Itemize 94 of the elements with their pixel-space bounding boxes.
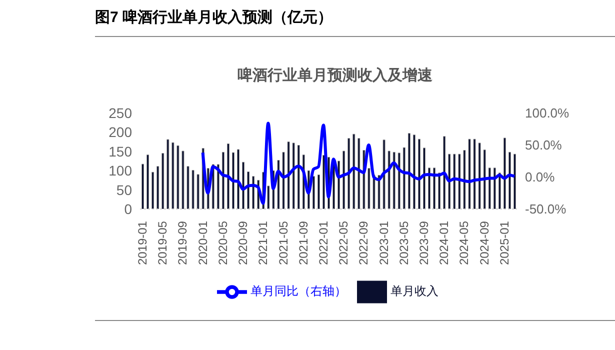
bar: [483, 150, 486, 209]
bar: [453, 154, 456, 209]
y-tick-label: 200: [108, 124, 132, 140]
bar: [443, 136, 446, 209]
y-tick-label: 250: [108, 104, 132, 121]
y2-tick-label: -50.0%: [525, 202, 567, 217]
legend-label: 单月收入: [390, 284, 438, 298]
bar: [226, 143, 230, 209]
bar: [247, 172, 250, 209]
bar: [252, 176, 255, 209]
y2-tick-label: 100.0%: [525, 106, 570, 121]
bar: [192, 170, 194, 209]
bar: [352, 134, 356, 209]
x-tick-label: 2023-09: [417, 220, 432, 266]
bar: [508, 152, 511, 209]
bar: [216, 164, 220, 209]
line-series: [201, 122, 516, 205]
bar: [463, 150, 466, 209]
bar: [392, 152, 396, 209]
bar: [408, 133, 410, 209]
x-tick-label: 2021-05: [276, 220, 290, 266]
bar: [312, 176, 315, 209]
bar: [398, 152, 400, 209]
bar: [166, 139, 170, 209]
x-tick-label: 2024-05: [457, 220, 472, 266]
bar: [322, 154, 325, 209]
bar: [186, 166, 190, 209]
x-tick-label: 2023-05: [396, 220, 411, 266]
bar: [493, 168, 496, 209]
bar: [358, 138, 360, 209]
bar: [162, 153, 164, 209]
x-tick-label: 2019-05: [156, 220, 170, 266]
bar: [182, 150, 184, 209]
x-tick-label: 2022-01: [316, 220, 330, 266]
bar: [423, 148, 426, 209]
bar: [468, 138, 471, 209]
x-tick-label: 2021-09: [296, 220, 310, 266]
x-tick-label: 2024-09: [477, 220, 492, 266]
y2-tick-label: 50.0%: [525, 138, 562, 153]
bar: [498, 172, 501, 209]
x-tick-label: 2021-01: [256, 220, 270, 266]
legend-label: 单月同比（右轴）: [250, 284, 346, 298]
bar: [382, 140, 386, 209]
x-tick-label: 2025-01: [497, 220, 512, 266]
bar: [146, 154, 150, 209]
bar: [152, 172, 154, 209]
y-tick-label: 150: [108, 143, 132, 160]
bar: [232, 152, 234, 209]
bar: [242, 162, 245, 209]
y2-tick-label: 0.0%: [525, 170, 556, 185]
bar: [433, 168, 436, 209]
bar: [402, 147, 406, 209]
y-tick-label: 50: [116, 182, 132, 198]
x-tick-label: 2023-01: [376, 220, 391, 266]
bar: [412, 134, 416, 209]
bar: [196, 174, 200, 209]
bar: [368, 168, 370, 209]
bar: [267, 186, 270, 209]
bar: [473, 138, 476, 209]
bar: [458, 154, 461, 209]
bar: [503, 138, 506, 209]
bar: [287, 142, 290, 209]
bar: [282, 152, 285, 209]
bar: [292, 142, 295, 209]
bar: [478, 142, 481, 209]
chart-subtitle: 啤酒行业单月预测收入及增速: [236, 66, 434, 85]
bar: [438, 172, 441, 209]
bar: [428, 168, 431, 209]
bar: [488, 168, 491, 209]
x-tick-label: 2022-05: [336, 220, 351, 266]
bar: [156, 166, 160, 209]
bar: [297, 145, 300, 209]
x-tick-label: 2019-09: [176, 220, 190, 266]
bar: [418, 138, 420, 209]
bar: [317, 174, 320, 209]
chart-title: 图7 啤酒行业单月收入预测（亿元）: [95, 8, 333, 27]
x-tick-label: 2022-09: [356, 220, 371, 266]
x-tick-label: 2020-09: [236, 220, 250, 266]
bar: [342, 150, 346, 209]
bar: [237, 149, 240, 209]
x-tick-label: 2024-01: [437, 220, 452, 266]
bar: [388, 150, 390, 209]
y-tick-label: 100: [108, 162, 132, 179]
bar: [348, 138, 350, 209]
x-tick-label: 2019-01: [136, 220, 150, 266]
bar: [142, 164, 144, 209]
bar: [222, 152, 224, 209]
bar: [176, 145, 180, 209]
bar: [513, 154, 516, 209]
x-tick-label: 2020-01: [196, 220, 210, 266]
bar: [448, 154, 451, 209]
y-tick-label: 0: [124, 200, 132, 217]
x-tick-label: 2020-05: [216, 220, 230, 266]
bar: [172, 142, 174, 209]
